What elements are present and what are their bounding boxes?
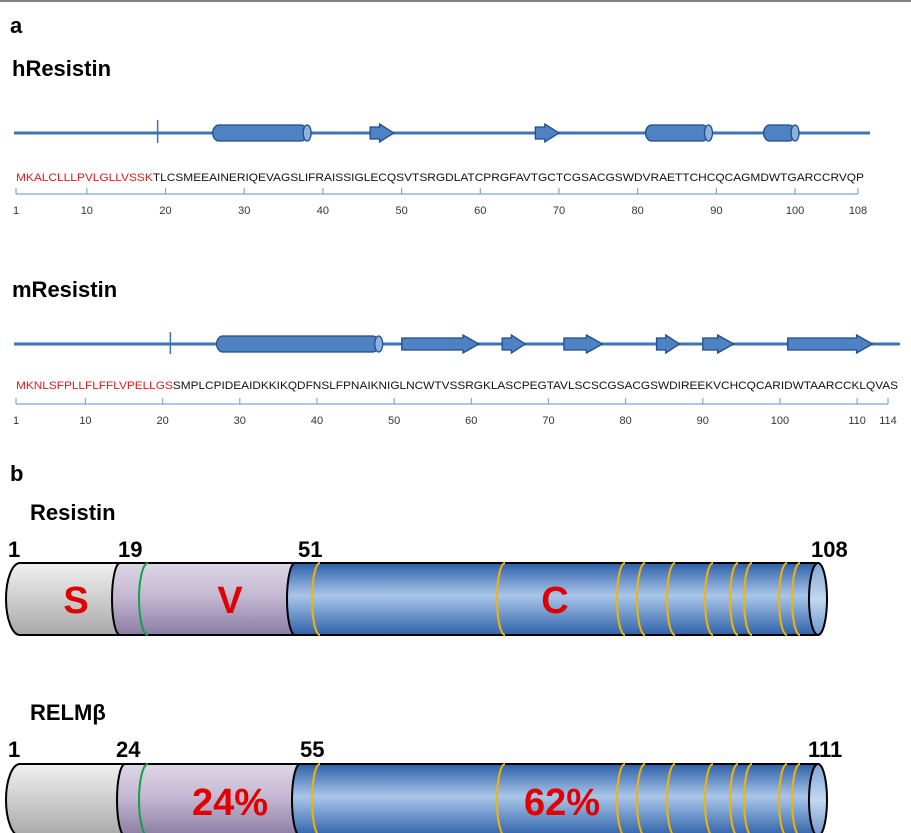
cysteine-line: [496, 562, 506, 636]
ruler-tick-label: 90: [697, 415, 709, 427]
position-label: 24: [116, 737, 141, 762]
ruler-tick-label: 90: [710, 205, 722, 217]
position-label: 55: [300, 737, 324, 762]
mature-sequence: SMPLCPIDEAIDKKIKQDFNSLFPNAIKNIGLNCWTVSSR…: [173, 380, 898, 392]
ruler-tick-label: 20: [159, 205, 171, 217]
identity-label-conserved: 62%: [524, 782, 600, 824]
ruler-tick-label: 80: [632, 205, 644, 217]
ruler-tick-label: 70: [542, 415, 554, 427]
bar-end-cap: [808, 562, 828, 636]
ruler-tick-label: 40: [317, 205, 329, 217]
cysteine-line: [729, 562, 739, 636]
helix-cylinder: [212, 124, 312, 142]
signal-segment: [5, 562, 121, 636]
position-label: 111: [808, 737, 842, 762]
junction-line: [138, 562, 149, 636]
panel-b-letter: b: [10, 461, 23, 486]
cysteine-line: [791, 562, 801, 636]
residue-ruler: 1 10 20 30 40 50 60 70 80 90 100 108: [13, 188, 867, 217]
helix-cylinder: [644, 124, 714, 142]
strand-arrow: [702, 333, 735, 355]
ruler-tick-label: 60: [465, 415, 477, 427]
helix-cylinder: [215, 335, 384, 353]
ruler-tick-label: 60: [474, 205, 486, 217]
secondary-structure: [156, 120, 800, 144]
ruler-tick-label: 50: [388, 415, 400, 427]
ruler-tick-label: 108: [849, 205, 867, 217]
ruler-tick-label: 10: [81, 205, 93, 217]
cysteine-line: [616, 562, 626, 636]
protein-title: hResistin: [12, 56, 111, 81]
strand-arrow: [534, 122, 561, 144]
domain-bar-resistin: Resistin 1 19 51 108 S V C: [5, 500, 848, 636]
identity-label-variable: 24%: [192, 782, 268, 824]
segment-label-v: V: [217, 580, 243, 622]
signal-peptide: MKALCLLLPVLGLLVSSK: [16, 172, 153, 184]
conserved-segment: [291, 763, 819, 833]
strand-arrow: [401, 333, 481, 355]
strand-arrow: [563, 333, 604, 355]
sequence: MKNLSFPLLFLFFLVPELLGS SMPLCPIDEAIDKKIKQDF…: [16, 380, 898, 392]
variable-segment: [111, 562, 296, 636]
segment-label-c: C: [541, 580, 568, 622]
ruler-tick-label: 80: [620, 415, 632, 427]
strand-arrow: [501, 333, 527, 355]
position-label: 108: [811, 537, 848, 562]
cysteine-line: [778, 562, 788, 636]
segment-label-s: S: [63, 580, 88, 622]
cysteine-lines: [311, 562, 801, 636]
domain-bar-relmb: RELMβ 1 24 55 111 24% 62%: [5, 700, 842, 833]
bar-end-cap: [808, 763, 828, 833]
protein-title: RELMβ: [30, 700, 106, 725]
ruler-tick-label: 50: [395, 205, 407, 217]
ruler-tick-label: 30: [234, 415, 246, 427]
cysteine-line: [704, 562, 714, 636]
cysteine-line: [743, 562, 753, 636]
ruler-tick-label: 110: [848, 415, 866, 427]
residue-ruler: 1 10 20 30 40 50 60 70 80 90 100 110 114: [13, 398, 897, 427]
ruler-tick-label: 1: [13, 205, 19, 217]
ruler-tick-label: 1: [13, 415, 19, 427]
signal-peptide: MKNLSFPLLFLFFLVPELLGS: [16, 380, 173, 392]
cysteine-line: [636, 562, 646, 636]
protein-track-hresistin: hResistin MKALCLLLPVLGLLVSSK TLCSMEEAINER…: [12, 56, 870, 217]
position-label: 1: [8, 737, 20, 762]
protein-title: mResistin: [12, 277, 117, 302]
ruler-tick-label: 100: [771, 415, 789, 427]
strand-arrow: [369, 122, 395, 144]
ruler-tick-label: 40: [311, 415, 323, 427]
signal-segment: [5, 763, 126, 833]
helix-cylinder: [762, 124, 800, 142]
position-label: 19: [118, 537, 142, 562]
ruler-tick-label: 10: [79, 415, 91, 427]
panel-a-letter: a: [10, 13, 23, 38]
strand-arrow: [787, 333, 874, 355]
secondary-structure: [169, 332, 874, 355]
ruler-tick-label: 30: [238, 205, 250, 217]
protein-title: Resistin: [30, 500, 116, 525]
mature-sequence: TLCSMEEAINERIQEVAGSLIFRAISSIGLECQSVTSRGD…: [153, 172, 864, 184]
strand-arrow: [655, 333, 681, 355]
cysteine-line: [666, 562, 676, 636]
variable-segment: [116, 763, 301, 833]
cysteine-line: [311, 562, 321, 636]
ruler-tick-label: 114: [879, 415, 897, 427]
position-label: 1: [8, 537, 20, 562]
ruler-tick-label: 20: [156, 415, 168, 427]
ruler-tick-label: 70: [553, 205, 565, 217]
protein-track-mresistin: mResistin MKNLSFPLLFLFFLVPELLGS SMPLCPIDE…: [12, 277, 900, 427]
ruler-tick-label: 100: [786, 205, 804, 217]
position-label: 51: [298, 537, 322, 562]
sequence: MKALCLLLPVLGLLVSSK TLCSMEEAINERIQEVAGSLIF…: [16, 172, 864, 184]
conserved-segment: [286, 562, 819, 636]
